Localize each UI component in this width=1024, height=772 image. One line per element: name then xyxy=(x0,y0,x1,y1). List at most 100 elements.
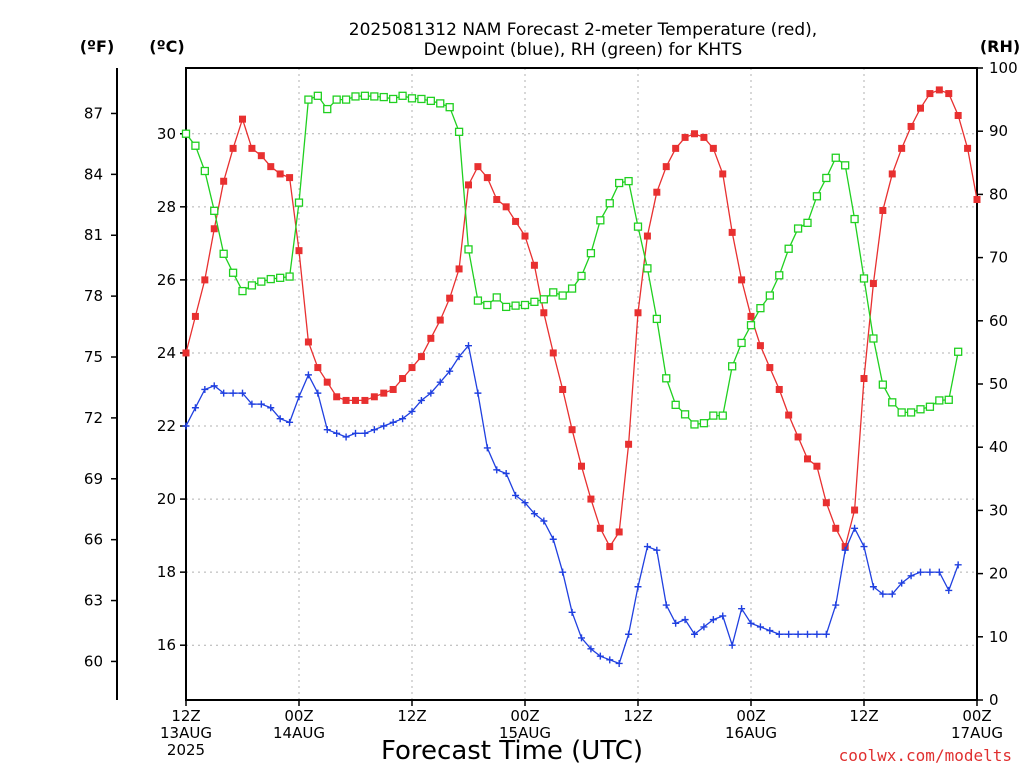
data-point xyxy=(361,429,369,437)
data-point xyxy=(502,302,511,312)
data-point xyxy=(417,396,425,404)
data-point xyxy=(869,280,877,288)
data-point xyxy=(662,374,671,383)
data-point xyxy=(540,309,548,317)
data-point xyxy=(276,273,285,282)
data-point xyxy=(737,338,746,348)
x-tick-label: 12Z xyxy=(171,707,200,725)
data-point xyxy=(822,173,831,183)
data-point xyxy=(766,627,774,635)
data-point xyxy=(295,247,303,255)
data-point xyxy=(304,371,312,379)
data-point xyxy=(926,568,934,576)
data-point xyxy=(746,321,756,330)
data-point xyxy=(813,630,821,638)
data-point xyxy=(954,111,962,119)
data-point xyxy=(653,546,661,554)
data-point xyxy=(643,232,651,240)
data-point xyxy=(652,314,661,324)
data-point xyxy=(803,218,812,227)
data-point xyxy=(191,141,200,150)
data-point xyxy=(286,174,294,182)
data-point xyxy=(672,144,680,152)
data-point xyxy=(917,104,924,112)
data-point xyxy=(859,274,869,283)
data-point xyxy=(465,181,472,189)
data-point xyxy=(304,338,312,346)
data-point xyxy=(182,349,190,357)
data-point xyxy=(370,426,378,434)
series-rh xyxy=(181,91,963,429)
data-point xyxy=(549,288,558,297)
x-tick-label: 12Z xyxy=(623,707,652,725)
data-point xyxy=(841,161,850,170)
data-point xyxy=(294,198,304,207)
data-point xyxy=(785,411,793,419)
data-point xyxy=(483,300,492,310)
x-tick-label: 16AUG xyxy=(725,724,777,742)
data-point xyxy=(765,291,774,300)
data-point xyxy=(625,630,633,638)
data-point xyxy=(606,543,614,551)
data-point xyxy=(445,103,454,112)
data-point xyxy=(549,349,557,357)
data-point xyxy=(530,510,538,518)
data-point xyxy=(352,429,359,437)
data-point xyxy=(342,433,350,441)
data-point xyxy=(577,271,586,281)
data-point xyxy=(257,277,266,286)
data-point xyxy=(888,398,897,407)
data-point xyxy=(266,274,275,284)
data-point xyxy=(898,144,906,152)
data-point xyxy=(879,590,887,598)
data-point xyxy=(257,152,265,160)
data-point xyxy=(267,404,275,412)
data-point xyxy=(719,170,727,178)
data-point xyxy=(850,214,859,224)
rh-unit-label: (RH) xyxy=(980,37,1020,56)
celsius-tick-label: 16 xyxy=(157,636,176,654)
data-point xyxy=(492,293,501,302)
data-point xyxy=(718,411,727,420)
data-point xyxy=(606,656,614,664)
rh-tick-label: 30 xyxy=(989,501,1008,519)
data-point xyxy=(436,378,444,386)
data-point xyxy=(540,517,548,525)
data-point xyxy=(210,206,219,215)
data-point xyxy=(869,334,878,343)
data-point xyxy=(379,92,388,102)
data-point xyxy=(879,206,887,214)
data-point xyxy=(370,92,379,101)
data-point xyxy=(473,296,483,305)
celsius-tick-label: 28 xyxy=(157,198,176,216)
x-tick-label: 14AUG xyxy=(273,724,325,742)
series-2-meter-temperature xyxy=(182,86,981,551)
x-tick-label: 00Z xyxy=(962,707,991,725)
data-point xyxy=(239,115,246,123)
data-point xyxy=(775,271,784,280)
x-tick-label: 13AUG xyxy=(160,724,212,742)
fahrenheit-tick-label: 75 xyxy=(84,348,103,366)
data-point xyxy=(314,364,322,372)
data-point xyxy=(446,367,454,375)
fahrenheit-tick-label: 60 xyxy=(84,652,103,670)
data-point xyxy=(578,634,585,642)
data-point xyxy=(680,410,690,419)
data-point xyxy=(512,217,520,225)
fahrenheit-tick-label: 87 xyxy=(84,104,103,122)
data-point xyxy=(897,408,906,417)
data-point xyxy=(332,95,341,104)
data-point xyxy=(502,470,510,478)
data-point xyxy=(587,495,595,503)
data-point xyxy=(200,166,209,176)
data-point xyxy=(794,433,802,441)
data-point xyxy=(370,393,378,401)
data-point xyxy=(738,605,746,613)
data-point xyxy=(427,389,435,397)
data-point xyxy=(878,380,887,389)
data-point xyxy=(944,395,953,404)
data-point xyxy=(643,264,652,273)
fahrenheit-unit-label: (ºF) xyxy=(80,37,115,56)
data-point xyxy=(945,90,953,98)
data-point xyxy=(709,144,717,152)
